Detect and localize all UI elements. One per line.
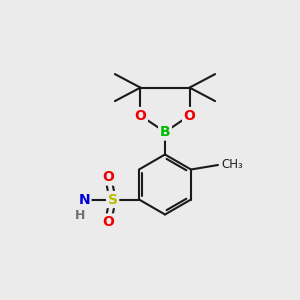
Text: O: O xyxy=(102,215,114,229)
Text: CH₃: CH₃ xyxy=(222,158,243,171)
Text: N: N xyxy=(78,193,90,206)
Text: O: O xyxy=(184,109,196,122)
Text: O: O xyxy=(102,170,114,184)
Text: O: O xyxy=(134,109,146,122)
Text: B: B xyxy=(160,125,170,139)
Text: H: H xyxy=(74,208,85,222)
Text: S: S xyxy=(108,193,118,206)
